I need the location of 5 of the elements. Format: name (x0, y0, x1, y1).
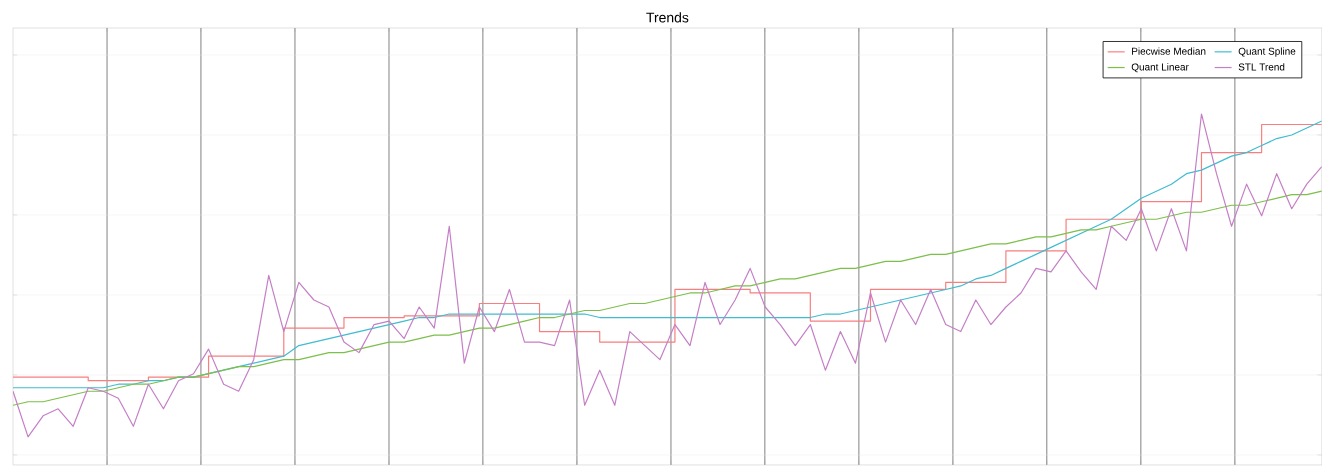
legend-label: STL Trend (1238, 63, 1285, 71)
legend-label: Piecwise Median (1132, 47, 1206, 55)
chart-title: Trends (646, 12, 689, 23)
legend-label: Quant Spline (1238, 47, 1296, 57)
legend-label: Quant Linear (1131, 63, 1189, 73)
